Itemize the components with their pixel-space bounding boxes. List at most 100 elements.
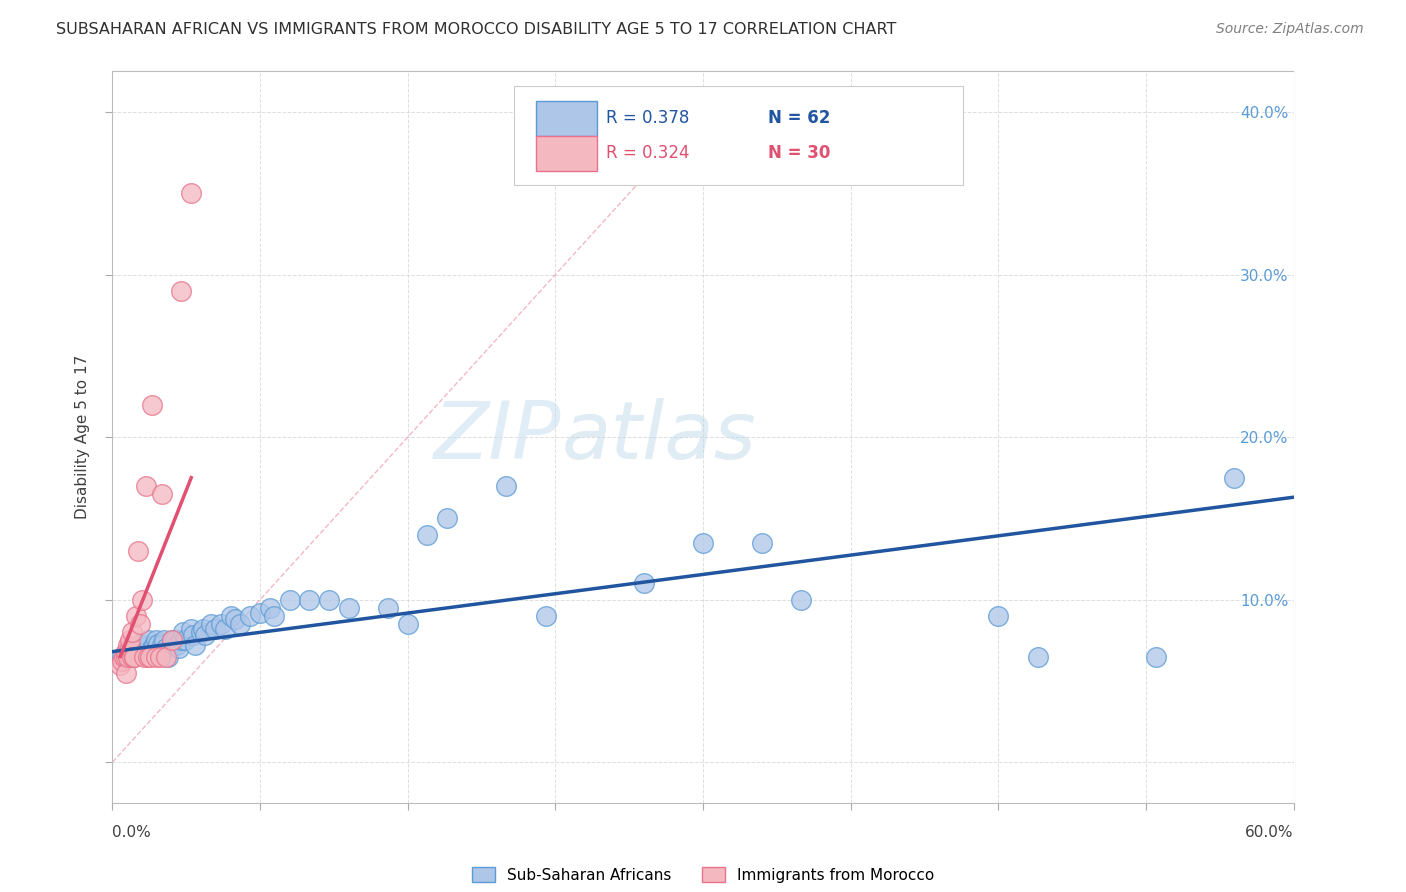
Point bbox=[692, 535, 714, 549]
Point bbox=[121, 649, 143, 664]
Point bbox=[120, 641, 142, 656]
Point bbox=[436, 511, 458, 525]
Point bbox=[122, 649, 145, 664]
Point bbox=[117, 638, 139, 652]
Point bbox=[534, 608, 557, 623]
Point bbox=[377, 600, 399, 615]
Point bbox=[180, 622, 202, 636]
FancyBboxPatch shape bbox=[537, 101, 596, 136]
Point bbox=[121, 625, 143, 640]
Point bbox=[139, 649, 162, 664]
Point bbox=[165, 633, 187, 648]
Point bbox=[298, 592, 321, 607]
Point bbox=[162, 638, 184, 652]
Point bbox=[152, 633, 174, 648]
FancyBboxPatch shape bbox=[537, 136, 596, 171]
Point bbox=[160, 633, 183, 648]
Point bbox=[115, 645, 138, 659]
Point bbox=[141, 641, 163, 656]
Point bbox=[149, 645, 172, 659]
Point bbox=[111, 654, 134, 668]
Point bbox=[146, 636, 169, 650]
Point bbox=[278, 592, 301, 607]
Text: SUBSAHARAN AFRICAN VS IMMIGRANTS FROM MOROCCO DISABILITY AGE 5 TO 17 CORRELATION: SUBSAHARAN AFRICAN VS IMMIGRANTS FROM MO… bbox=[56, 22, 897, 37]
Point bbox=[120, 633, 142, 648]
Point bbox=[129, 617, 152, 632]
Point bbox=[191, 622, 214, 636]
Point bbox=[115, 645, 138, 659]
Text: N = 62: N = 62 bbox=[768, 109, 831, 128]
Point bbox=[115, 649, 138, 664]
Text: atlas: atlas bbox=[561, 398, 756, 476]
Text: Source: ZipAtlas.com: Source: ZipAtlas.com bbox=[1216, 22, 1364, 37]
Point bbox=[214, 622, 236, 636]
Point bbox=[219, 608, 242, 623]
Point bbox=[142, 638, 165, 652]
Point bbox=[135, 645, 157, 659]
FancyBboxPatch shape bbox=[515, 86, 963, 185]
Point bbox=[117, 649, 139, 664]
Point bbox=[111, 649, 134, 664]
Point bbox=[194, 628, 217, 642]
Point bbox=[160, 633, 183, 648]
Point bbox=[1026, 649, 1049, 664]
Point bbox=[174, 633, 197, 648]
Point bbox=[184, 638, 207, 652]
Point bbox=[170, 284, 193, 298]
Point bbox=[181, 628, 204, 642]
Point bbox=[259, 600, 281, 615]
Point bbox=[136, 633, 159, 648]
Point bbox=[132, 649, 155, 664]
Point bbox=[172, 625, 194, 640]
Text: N = 30: N = 30 bbox=[768, 145, 831, 162]
Text: R = 0.378: R = 0.378 bbox=[606, 109, 689, 128]
Point bbox=[150, 638, 173, 652]
Y-axis label: Disability Age 5 to 17: Disability Age 5 to 17 bbox=[75, 355, 90, 519]
Point bbox=[1144, 649, 1167, 664]
Point bbox=[155, 641, 177, 656]
Point bbox=[120, 641, 142, 656]
Point bbox=[115, 665, 138, 680]
Point bbox=[127, 544, 149, 558]
Point bbox=[495, 479, 517, 493]
Point bbox=[318, 592, 340, 607]
Point bbox=[125, 608, 148, 623]
Point bbox=[190, 625, 212, 640]
Point bbox=[150, 487, 173, 501]
Point bbox=[751, 535, 773, 549]
Point bbox=[166, 638, 188, 652]
Point bbox=[141, 398, 163, 412]
Point bbox=[239, 608, 262, 623]
Point bbox=[200, 617, 222, 632]
Legend: Sub-Saharan Africans, Immigrants from Morocco: Sub-Saharan Africans, Immigrants from Mo… bbox=[464, 859, 942, 890]
Point bbox=[145, 649, 167, 664]
Text: R = 0.324: R = 0.324 bbox=[606, 145, 690, 162]
Point bbox=[127, 638, 149, 652]
Point bbox=[110, 657, 132, 672]
Point bbox=[136, 649, 159, 664]
Point bbox=[170, 633, 193, 648]
Point bbox=[112, 649, 135, 664]
Point bbox=[416, 527, 439, 541]
Point bbox=[790, 592, 813, 607]
Point bbox=[121, 645, 143, 659]
Point bbox=[633, 576, 655, 591]
Point bbox=[122, 649, 145, 664]
Point bbox=[263, 608, 285, 623]
Point bbox=[229, 617, 252, 632]
Point bbox=[396, 617, 419, 632]
Point bbox=[135, 479, 157, 493]
Point bbox=[1223, 471, 1246, 485]
Point bbox=[149, 649, 172, 664]
Point bbox=[249, 606, 271, 620]
Text: 60.0%: 60.0% bbox=[1246, 825, 1294, 840]
Point bbox=[987, 608, 1010, 623]
Point bbox=[169, 641, 191, 656]
Point bbox=[156, 649, 179, 664]
Point bbox=[131, 641, 153, 656]
Text: ZIP: ZIP bbox=[434, 398, 561, 476]
Point bbox=[132, 638, 155, 652]
Text: 0.0%: 0.0% bbox=[112, 825, 152, 840]
Point bbox=[145, 633, 167, 648]
Point bbox=[337, 600, 360, 615]
